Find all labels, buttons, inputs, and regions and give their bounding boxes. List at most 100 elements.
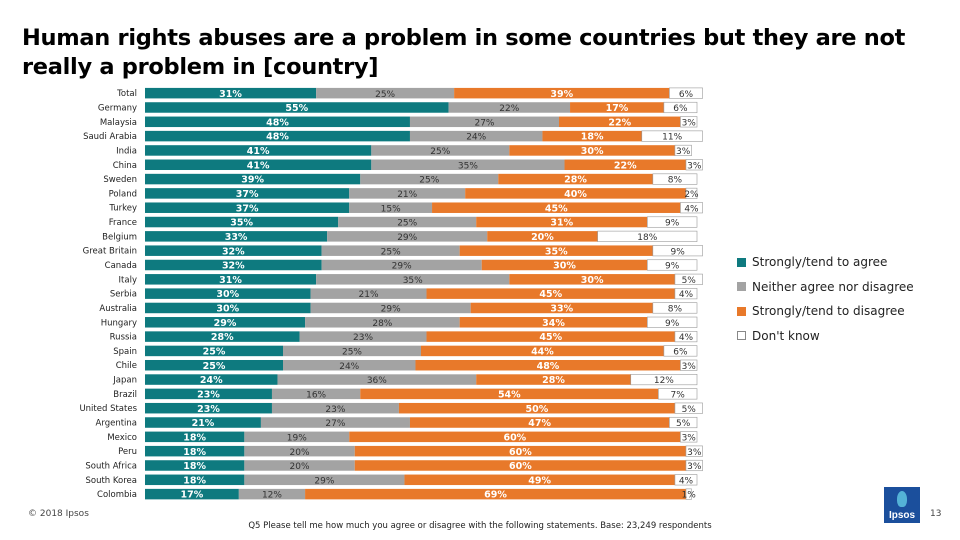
bar-strongly-tend-to-disagree-india [509,145,675,156]
data-label-neither-agree-nor-disagree-argentina: 27% [325,419,345,429]
bar-don-t-know-total [669,87,703,99]
bar-strongly-tend-to-disagree-chile [415,359,681,371]
bar-neither-agree-nor-disagree-australia [310,302,471,314]
category-label-south-africa: South Africa [85,461,137,471]
bar-strongly-tend-to-disagree-poland [465,188,686,199]
bar-strongly-tend-to-disagree-great-britain [459,245,653,256]
data-label-neither-agree-nor-disagree-united-states: 23% [325,405,345,415]
bar-don-t-know-south-korea [674,474,698,486]
data-label-don-t-know-spain: 6% [673,348,688,358]
ipsos-logo: Ipsos [884,487,920,523]
bar-don-t-know-hungary [647,316,698,328]
bar-strongly-tend-to-agree-saudi-arabia [145,130,410,142]
data-label-strongly-tend-to-agree-total: 31% [219,89,242,100]
bar-strongly-tend-to-agree-poland [145,188,350,199]
bar-strongly-tend-to-disagree-south-korea [404,474,675,486]
data-label-strongly-tend-to-agree-great-britain: 32% [222,246,245,257]
bar-strongly-tend-to-disagree-russia [426,331,675,342]
bar-strongly-tend-to-agree-brazil [145,388,272,400]
data-label-neither-agree-nor-disagree-india: 25% [430,147,450,157]
data-label-strongly-tend-to-disagree-germany: 17% [606,103,629,114]
data-label-don-t-know-japan: 12% [654,376,674,386]
category-label-brazil: Brazil [113,390,137,400]
data-label-don-t-know-brazil: 7% [671,390,686,400]
bar-don-t-know-italy [674,273,703,285]
bar-neither-agree-nor-disagree-germany [448,102,571,113]
page-number: 13 [930,509,942,519]
data-label-strongly-tend-to-disagree-hungary: 34% [542,318,565,329]
bar-neither-agree-nor-disagree-mexico [244,431,350,443]
bar-neither-agree-nor-disagree-hungary [305,317,460,328]
data-label-neither-agree-nor-disagree-canada: 29% [392,262,412,272]
data-label-neither-agree-nor-disagree-belgium: 29% [397,233,417,243]
data-label-neither-agree-nor-disagree-france: 25% [397,219,417,229]
data-label-don-t-know-australia: 8% [668,305,683,315]
data-label-strongly-tend-to-disagree-brazil: 54% [498,389,521,400]
data-label-don-t-know-south-korea: 4% [679,476,694,486]
footnote: Q5 Please tell me how much you agree or … [248,521,712,531]
category-label-colombia: Colombia [97,490,137,500]
data-label-don-t-know-germany: 6% [673,104,688,114]
category-label-canada: Canada [105,261,137,271]
bar-strongly-tend-to-disagree-belgium [487,231,598,242]
category-label-india: India [116,146,137,156]
data-label-neither-agree-nor-disagree-hungary: 28% [372,319,392,329]
data-label-strongly-tend-to-disagree-india: 30% [581,146,604,157]
bar-don-t-know-australia [652,302,698,314]
bar-don-t-know-argentina [669,416,698,429]
data-label-strongly-tend-to-agree-chile: 25% [203,361,226,372]
bar-strongly-tend-to-agree-hungary [145,317,306,328]
bar-neither-agree-nor-disagree-chile [283,359,416,371]
bar-don-t-know-germany [663,101,698,114]
category-label-australia: Australia [99,304,137,314]
data-label-don-t-know-hungary: 9% [665,319,680,329]
legend-swatch-neither [737,282,746,292]
bar-strongly-tend-to-agree-australia [145,302,311,314]
bar-strongly-tend-to-disagree-china [564,159,686,171]
legend-label-agree: Strongly/tend to agree [752,255,888,270]
data-label-strongly-tend-to-agree-saudi-arabia: 48% [266,132,289,143]
data-label-strongly-tend-to-disagree-chile: 48% [537,361,560,372]
bar-strongly-tend-to-agree-great-britain [145,245,322,256]
bar-strongly-tend-to-disagree-brazil [360,388,659,400]
bar-neither-agree-nor-disagree-china [371,159,565,171]
data-label-don-t-know-malaysia: 3% [682,118,697,128]
bar-don-t-know-brazil [658,388,698,400]
bar-don-t-know-colombia [685,488,692,500]
data-label-neither-agree-nor-disagree-turkey: 15% [381,204,401,214]
category-label-great-britain: Great Britain [83,247,137,257]
bar-strongly-tend-to-agree-malaysia [145,116,410,128]
bar-strongly-tend-to-agree-mexico [145,431,245,443]
data-label-strongly-tend-to-disagree-japan: 28% [542,375,565,386]
category-label-total: Total [116,89,137,99]
bar-neither-agree-nor-disagree-italy [316,274,510,285]
data-label-strongly-tend-to-agree-belgium: 33% [225,232,248,243]
bar-strongly-tend-to-agree-russia [145,331,300,342]
chart-title: Human rights abuses are a problem in som… [22,25,906,80]
data-label-neither-agree-nor-disagree-colombia: 12% [262,491,282,501]
bar-don-t-know-mexico [680,431,698,443]
bar-don-t-know-united-states [674,402,703,414]
data-label-neither-agree-nor-disagree-saudi-arabia: 24% [466,133,486,143]
data-label-neither-agree-nor-disagree-south-africa: 20% [290,462,310,472]
data-label-strongly-tend-to-disagree-australia: 33% [550,304,573,315]
data-label-don-t-know-saudi-arabia: 11% [662,133,682,143]
data-label-strongly-tend-to-disagree-turkey: 45% [545,203,568,214]
bar-don-t-know-belgium [597,230,698,242]
category-label-peru: Peru [118,447,137,457]
data-label-strongly-tend-to-agree-turkey: 37% [236,203,259,214]
data-label-strongly-tend-to-agree-south-africa: 18% [183,461,206,472]
bar-strongly-tend-to-agree-spain [145,345,283,357]
bar-strongly-tend-to-agree-peru [145,445,245,457]
bar-neither-agree-nor-disagree-spain [283,345,421,357]
legend-item-neither: Neither agree nor disagree [737,275,914,300]
data-label-strongly-tend-to-disagree-argentina: 47% [528,418,551,429]
legend-label-disagree: Strongly/tend to disagree [752,304,905,319]
category-label-japan: Japan [112,376,137,386]
data-label-strongly-tend-to-disagree-united-states: 50% [526,404,549,415]
bar-strongly-tend-to-agree-colombia [145,488,239,500]
data-label-don-t-know-china: 3% [687,161,702,171]
bar-neither-agree-nor-disagree-russia [299,331,427,342]
category-label-mexico: Mexico [107,433,137,443]
